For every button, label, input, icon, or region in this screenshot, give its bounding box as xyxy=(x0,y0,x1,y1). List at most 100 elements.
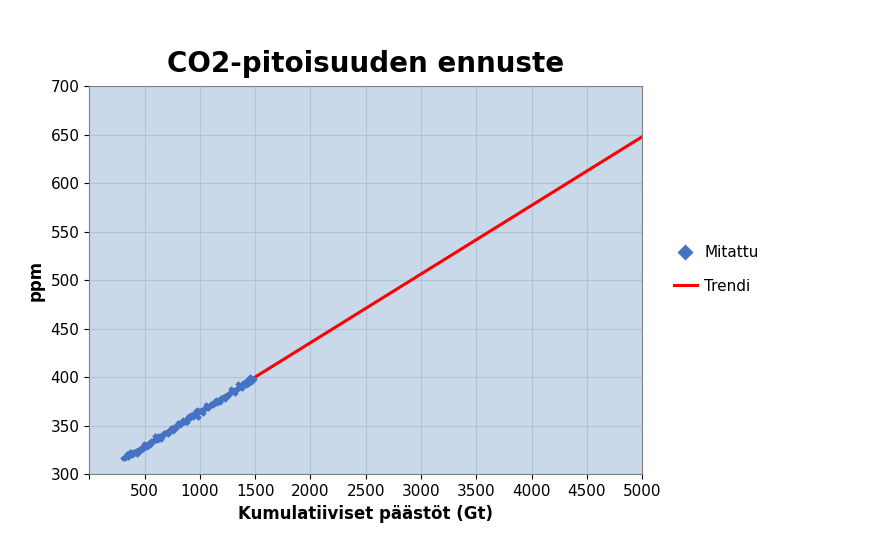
Point xyxy=(146,437,161,445)
Y-axis label: ppm: ppm xyxy=(27,260,45,301)
Point xyxy=(150,436,164,444)
Point xyxy=(167,423,181,431)
Point xyxy=(201,404,215,412)
X-axis label: Kumulatiiviset päästöt (Gt): Kumulatiiviset päästöt (Gt) xyxy=(238,505,493,523)
Point xyxy=(210,398,224,407)
Point xyxy=(121,452,136,460)
Point xyxy=(176,416,190,425)
Point xyxy=(206,398,220,406)
Point xyxy=(198,403,212,412)
Point xyxy=(177,418,191,426)
Point xyxy=(144,437,158,446)
Point xyxy=(211,397,226,405)
Point xyxy=(128,448,142,457)
Point xyxy=(170,420,185,429)
Point xyxy=(218,395,232,403)
Point xyxy=(145,438,159,447)
Point xyxy=(197,405,211,413)
Point xyxy=(166,427,180,436)
Point xyxy=(211,397,225,406)
Point xyxy=(199,400,213,409)
Point xyxy=(238,378,252,387)
Point xyxy=(194,407,208,416)
Point xyxy=(145,437,160,446)
Point xyxy=(153,432,167,440)
Point xyxy=(136,439,151,448)
Point xyxy=(160,428,174,437)
Point xyxy=(239,381,253,389)
Point xyxy=(123,449,137,458)
Point xyxy=(242,376,256,385)
Point xyxy=(219,392,233,401)
Point xyxy=(187,410,202,419)
Point xyxy=(120,450,134,459)
Point xyxy=(203,399,218,408)
Point xyxy=(205,400,219,409)
Point xyxy=(165,424,179,432)
Point xyxy=(143,440,157,449)
Point xyxy=(190,406,204,415)
Point xyxy=(156,430,170,438)
Point xyxy=(234,382,248,391)
Point xyxy=(172,418,186,427)
Point xyxy=(168,423,182,432)
Point xyxy=(120,452,135,461)
Point xyxy=(188,407,202,416)
Point xyxy=(174,419,188,428)
Point xyxy=(247,375,261,383)
Point xyxy=(227,389,242,398)
Point xyxy=(138,441,153,450)
Point xyxy=(235,383,249,392)
Point xyxy=(158,429,172,437)
Point xyxy=(133,446,147,455)
Point xyxy=(227,386,241,395)
Point xyxy=(130,449,145,458)
Point xyxy=(135,445,149,453)
Point xyxy=(244,377,258,386)
Point xyxy=(155,433,169,441)
Point xyxy=(209,396,223,405)
Point xyxy=(183,413,197,422)
Point xyxy=(241,380,255,389)
Point xyxy=(189,410,203,418)
Point xyxy=(180,417,194,426)
Point xyxy=(186,411,200,420)
Point xyxy=(246,375,260,383)
Point xyxy=(191,413,205,421)
Point xyxy=(179,418,194,426)
Point xyxy=(220,392,235,400)
Point xyxy=(225,388,239,396)
Point xyxy=(214,393,228,402)
Point xyxy=(119,452,133,461)
Point xyxy=(137,442,152,451)
Point xyxy=(136,445,150,454)
Point xyxy=(149,434,163,443)
Title: CO2-pitoisuuden ennuste: CO2-pitoisuuden ennuste xyxy=(167,50,565,78)
Point xyxy=(159,429,173,437)
Point xyxy=(235,379,250,388)
Point xyxy=(175,418,189,426)
Point xyxy=(213,394,227,403)
Point xyxy=(148,432,162,440)
Point xyxy=(202,404,216,412)
Point xyxy=(127,449,141,458)
Point xyxy=(202,402,217,411)
Point xyxy=(131,446,145,455)
Point xyxy=(122,448,136,457)
Point xyxy=(226,386,240,395)
Point xyxy=(134,443,148,452)
Point xyxy=(223,388,237,397)
Point xyxy=(161,430,175,438)
Point xyxy=(169,423,183,432)
Point xyxy=(118,454,132,462)
Point xyxy=(151,432,165,440)
Point xyxy=(231,379,245,388)
Point xyxy=(236,379,251,388)
Point xyxy=(171,419,186,427)
Legend: Mitattu, Trendi: Mitattu, Trendi xyxy=(668,239,764,300)
Point xyxy=(196,409,211,417)
Point xyxy=(212,398,227,406)
Point xyxy=(186,412,201,421)
Point xyxy=(182,412,196,420)
Point xyxy=(219,391,234,400)
